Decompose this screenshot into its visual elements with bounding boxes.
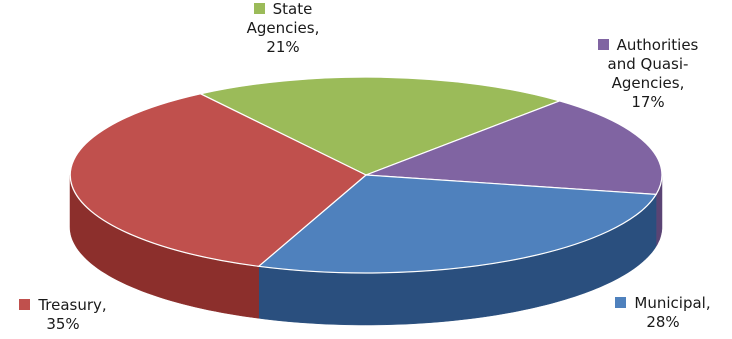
slice-label-municipal: Municipal, 28% — [594, 294, 732, 332]
pie-slice-authorities-and-quasi-agencies — [365, 100, 663, 196]
pie-rim — [69, 76, 663, 274]
legend-key-authorities — [597, 39, 609, 50]
pie-slice-municipal — [257, 174, 658, 274]
legend-key-municipal — [615, 297, 627, 308]
slice-label-state-agencies: State Agencies, 21% — [246, 0, 320, 56]
slice-label-authorities: Authorities and Quasi- Agencies, 17% — [568, 36, 728, 112]
legend-key-state-agencies — [253, 3, 265, 14]
pie-slice-state-agencies — [198, 76, 562, 176]
slice-label-treasury: Treasury, 35% — [4, 296, 122, 334]
legend-key-treasury — [19, 299, 31, 310]
pie-slice-treasury — [69, 93, 368, 267]
